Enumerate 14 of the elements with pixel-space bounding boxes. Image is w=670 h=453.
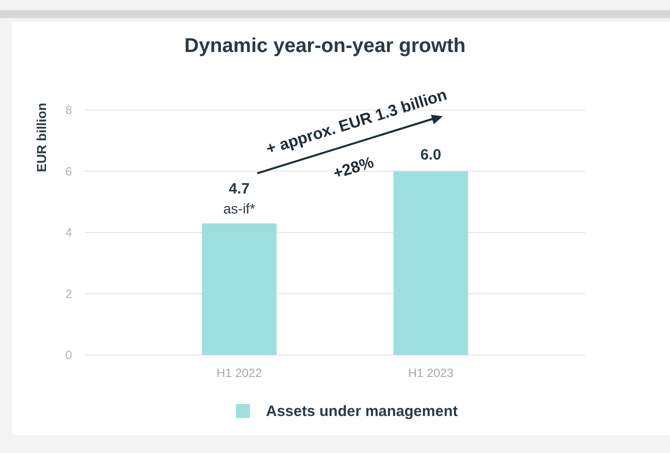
y-tick-label: 8 (65, 103, 72, 117)
y-tick-label: 6 (65, 164, 72, 178)
y-tick-label: 4 (65, 226, 72, 240)
chart-title: Dynamic year-on-year growth (184, 35, 466, 57)
x-tick-label: H1 2022 (216, 366, 262, 380)
annotation: 4.7 (228, 180, 250, 198)
data-label: 6.0 (420, 146, 442, 164)
y-tick-label: 0 (65, 348, 72, 362)
annotation: +28% (331, 154, 376, 183)
y-tick-label: 2 (65, 286, 72, 301)
legend-label: Assets under management (266, 403, 458, 420)
annotation: as-if* (223, 200, 256, 216)
y-axis-title: EUR billion (34, 102, 49, 172)
x-tick-label: H1 2023 (408, 366, 454, 380)
